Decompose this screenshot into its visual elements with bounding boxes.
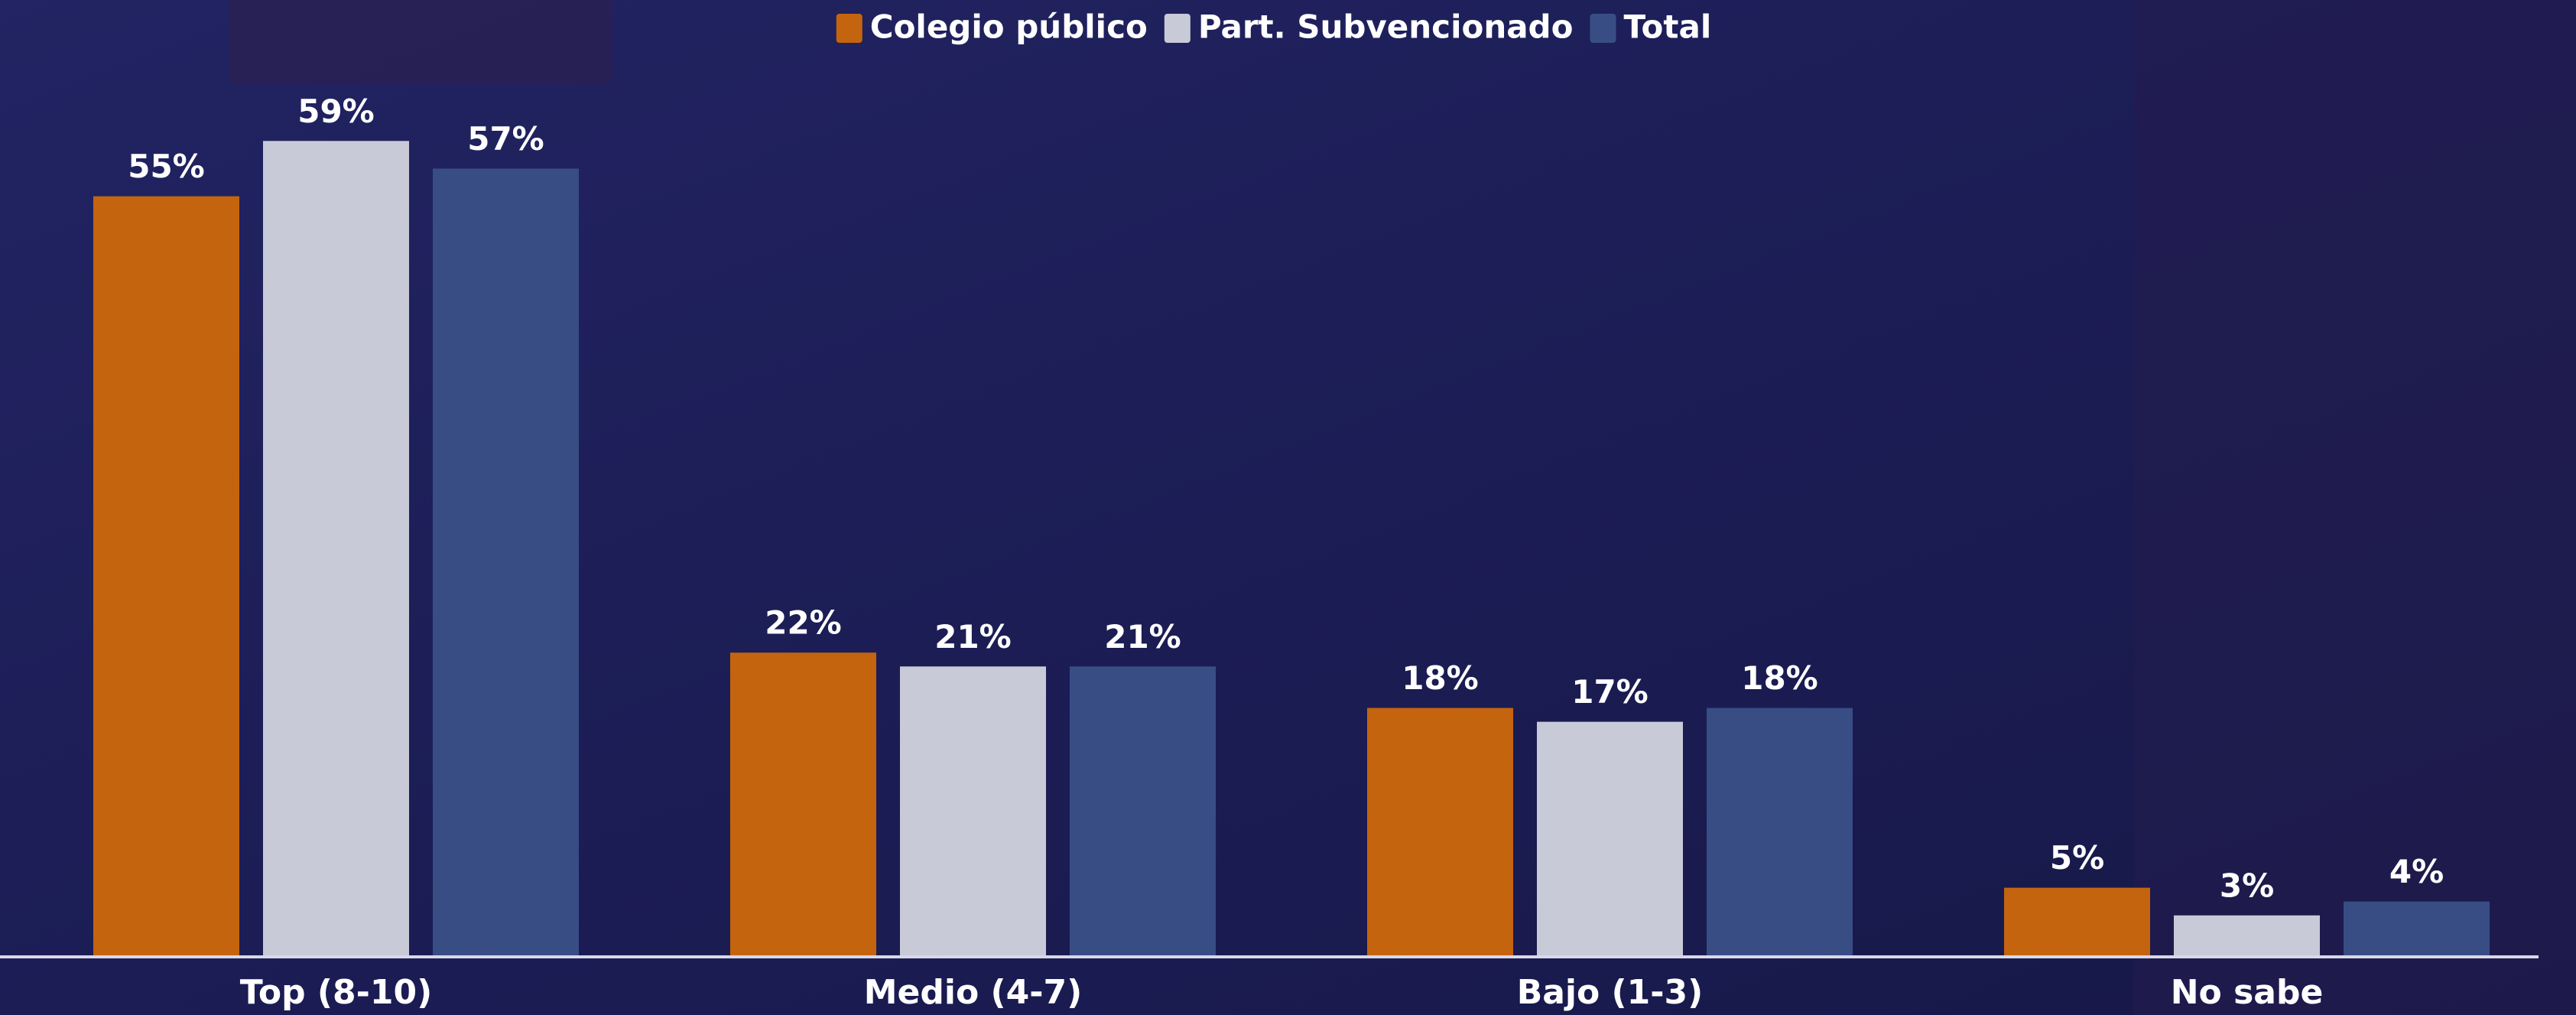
value-label: 18% — [1741, 659, 1818, 697]
x-tick-label: Medio (4-7) — [864, 973, 1082, 1012]
value-label: 18% — [1402, 659, 1479, 697]
bar — [2174, 916, 2320, 957]
background-shape — [229, 0, 612, 84]
legend-label: Colegio público — [870, 8, 1148, 46]
x-tick-label: No sabe — [2171, 973, 2324, 1012]
bar — [433, 168, 579, 957]
bar — [1367, 708, 1513, 957]
x-tick-label: Bajo (1-3) — [1517, 973, 1704, 1012]
value-label: 55% — [128, 148, 205, 185]
bar — [1070, 666, 1216, 957]
legend-swatch — [836, 14, 862, 43]
bar — [900, 666, 1046, 957]
value-label: 4% — [2389, 853, 2444, 890]
bar — [1707, 708, 1853, 957]
legend-label: Part. Subvencionado — [1198, 8, 1574, 46]
value-label: 59% — [297, 93, 375, 130]
bar — [93, 197, 239, 957]
background-shape — [2133, 0, 2576, 1015]
legend-swatch — [1165, 14, 1191, 43]
bar — [263, 141, 409, 957]
bar — [1537, 722, 1683, 957]
bar — [2344, 902, 2490, 957]
x-tick-label: Top (8-10) — [240, 973, 433, 1012]
value-label: 3% — [2220, 867, 2274, 904]
legend-swatch — [1590, 14, 1616, 43]
chart: Colegio públicoPart. SubvencionadoTotal … — [0, 0, 2576, 1015]
value-label: 21% — [934, 618, 1012, 656]
value-label: 21% — [1104, 618, 1181, 656]
bar — [730, 652, 876, 957]
legend-label: Total — [1623, 8, 1711, 46]
bar — [2004, 888, 2150, 957]
value-label: 57% — [467, 120, 544, 158]
value-label: 22% — [765, 604, 842, 642]
page: {"chart_data": {"type": "bar", "categori… — [0, 0, 2576, 1015]
value-label: 5% — [2050, 839, 2104, 877]
value-label: 17% — [1571, 673, 1649, 711]
